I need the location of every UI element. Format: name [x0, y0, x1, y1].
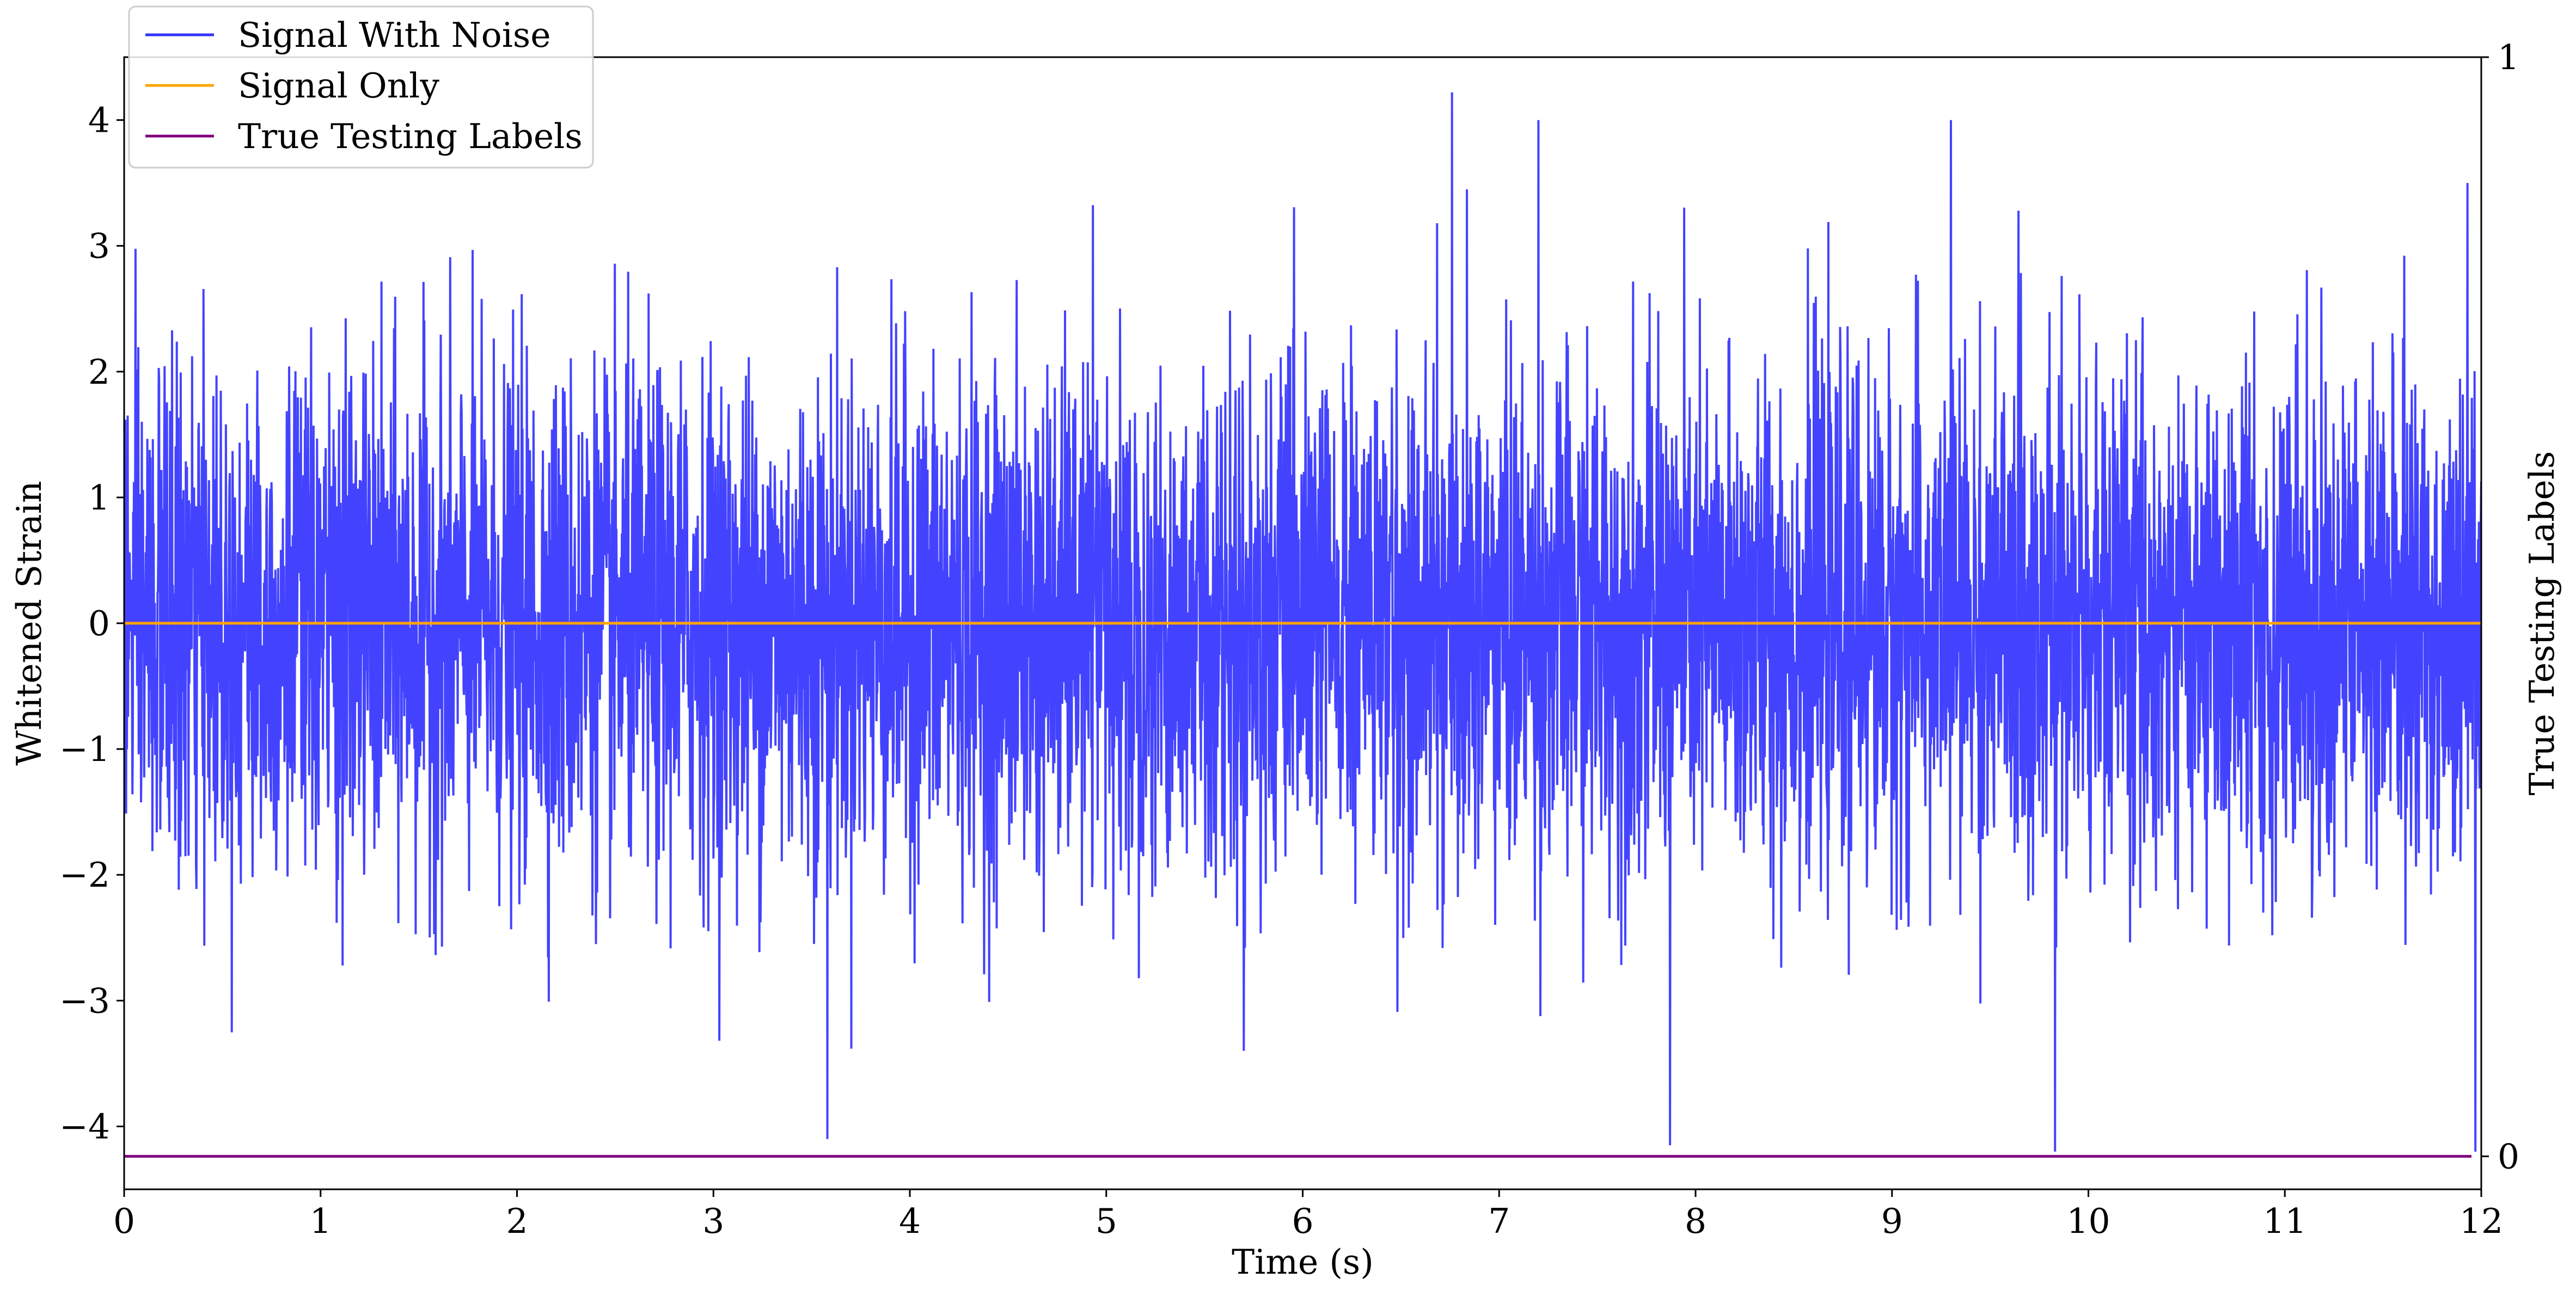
y-axis-label: Whitened Strain — [9, 481, 49, 765]
y2-tick-label: 0 — [2498, 1137, 2519, 1176]
legend-layer: Signal With Noise Signal Only True Testing… — [128, 5, 594, 169]
x-tick-label: 4 — [899, 1201, 921, 1241]
x-tick-label: 10 — [2066, 1201, 2110, 1241]
x-tick-label: 5 — [1096, 1201, 1117, 1241]
legend-label: Signal With Noise — [238, 15, 550, 55]
y-tick-label: 0 — [88, 604, 110, 643]
x-tick-label: 3 — [702, 1201, 724, 1241]
x-tick-label: 2 — [506, 1201, 528, 1241]
x-tick-label: 12 — [2459, 1201, 2503, 1241]
y-tick-label: 4 — [88, 101, 110, 140]
x-tick-label: 6 — [1292, 1201, 1313, 1241]
series-line-signal-with-noise — [124, 92, 2481, 1152]
x-tick-label: 9 — [1881, 1201, 1903, 1241]
y-tick-label: −4 — [59, 1107, 110, 1146]
legend-label: True Testing Labels — [238, 116, 583, 156]
y2-tick-label: 1 — [2498, 38, 2519, 77]
x-tick-label: 7 — [1488, 1201, 1510, 1241]
y-tick-label: −1 — [59, 729, 110, 769]
y-tick-label: −2 — [59, 855, 110, 895]
y-tick-label: 1 — [88, 478, 110, 518]
x-tick-label: 11 — [2263, 1201, 2306, 1241]
x-tick-label: 8 — [1685, 1201, 1706, 1241]
legend-box — [128, 5, 594, 169]
y-tick-label: 2 — [88, 352, 110, 392]
legend-label: Signal Only — [238, 66, 439, 106]
x-tick-label: 0 — [113, 1201, 135, 1241]
plot-layer — [124, 92, 2481, 1158]
y-tick-label: −3 — [59, 981, 110, 1021]
x-axis-label: Time (s) — [1232, 1242, 1374, 1282]
x-tick-label: 1 — [310, 1201, 332, 1241]
y-tick-label: 3 — [88, 226, 110, 266]
y2-axis-label: True Testing Labels — [2522, 451, 2562, 796]
